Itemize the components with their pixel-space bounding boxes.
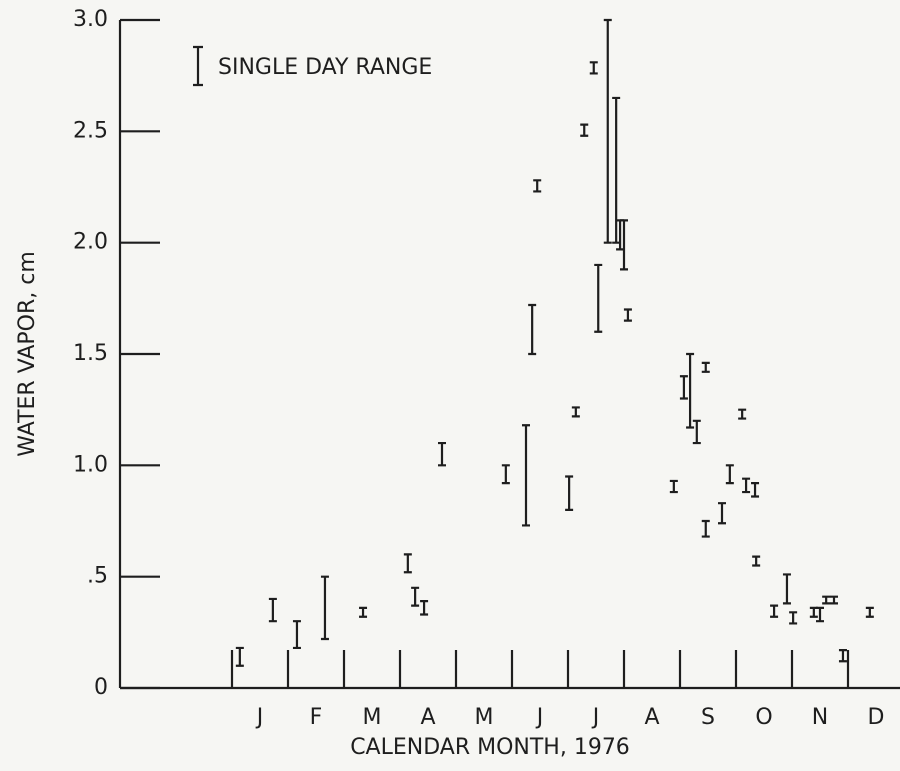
x-tick-label: D bbox=[868, 705, 885, 730]
range-bar bbox=[782, 573, 791, 605]
range-bar bbox=[292, 620, 301, 650]
x-tick-label: J bbox=[591, 705, 600, 730]
range-bar bbox=[816, 606, 824, 623]
range-bar bbox=[268, 597, 277, 623]
y-tick-label: .5 bbox=[87, 564, 108, 589]
range-bar bbox=[770, 604, 779, 618]
range-bar bbox=[528, 303, 537, 356]
range-bar bbox=[612, 96, 621, 244]
range-bar bbox=[718, 502, 726, 525]
range-bar bbox=[809, 606, 818, 618]
y-tick-label: 2.5 bbox=[73, 118, 108, 143]
range-bar bbox=[411, 586, 420, 607]
range-bar bbox=[571, 406, 580, 418]
range-bar bbox=[822, 595, 831, 605]
x-tick-label: J bbox=[535, 705, 544, 730]
range-bar bbox=[701, 361, 710, 373]
range-bar bbox=[589, 61, 598, 75]
x-tick-label: M bbox=[475, 705, 494, 730]
legend-icon bbox=[193, 45, 203, 87]
range-bar bbox=[501, 464, 510, 485]
range-bar bbox=[669, 479, 678, 494]
x-tick-label: F bbox=[310, 705, 323, 730]
x-tick-label: M bbox=[363, 705, 382, 730]
range-bar bbox=[789, 611, 798, 625]
range-bar bbox=[679, 375, 688, 400]
x-tick-label: A bbox=[644, 705, 659, 730]
y-tick-label: 1.0 bbox=[73, 452, 108, 477]
range-bar bbox=[235, 646, 244, 667]
range-bar bbox=[522, 424, 530, 527]
range-bar bbox=[692, 419, 701, 445]
range-bar bbox=[725, 464, 734, 485]
x-tick-label: A bbox=[420, 705, 435, 730]
range-bar bbox=[403, 553, 412, 574]
range-bar bbox=[830, 595, 838, 605]
range-bar bbox=[420, 600, 429, 616]
range-bar bbox=[838, 649, 847, 663]
range-bar bbox=[738, 408, 747, 420]
range-bar bbox=[320, 575, 329, 641]
y-tick-label: 0 bbox=[94, 675, 108, 700]
range-bar bbox=[751, 482, 760, 498]
range-bar bbox=[603, 18, 612, 244]
range-bar bbox=[623, 308, 632, 322]
y-tick-label: 2.0 bbox=[73, 230, 108, 255]
range-bar bbox=[580, 123, 589, 137]
range-bar bbox=[616, 219, 625, 251]
range-bar bbox=[742, 477, 751, 494]
x-tick-label: N bbox=[812, 705, 828, 730]
range-bar bbox=[865, 606, 874, 618]
range-bar bbox=[620, 219, 628, 271]
range-bar bbox=[359, 606, 368, 618]
range-bar bbox=[438, 441, 446, 467]
y-tick-label: 3.0 bbox=[73, 7, 108, 32]
range-bar bbox=[752, 555, 761, 567]
range-bar bbox=[533, 179, 542, 193]
range-bar bbox=[594, 263, 603, 333]
x-tick-label: S bbox=[701, 705, 715, 730]
range-bar bbox=[701, 519, 710, 538]
y-tick-label: 1.5 bbox=[73, 341, 108, 366]
range-bar bbox=[565, 475, 574, 511]
x-axis-label: CALENDAR MONTH, 1976 bbox=[350, 735, 630, 760]
x-tick-label: O bbox=[755, 705, 772, 730]
x-tick-label: J bbox=[255, 705, 264, 730]
legend-label: SINGLE DAY RANGE bbox=[218, 55, 432, 80]
y-axis-label: WATER VAPOR, cm bbox=[15, 251, 40, 457]
range-bar bbox=[686, 352, 695, 429]
